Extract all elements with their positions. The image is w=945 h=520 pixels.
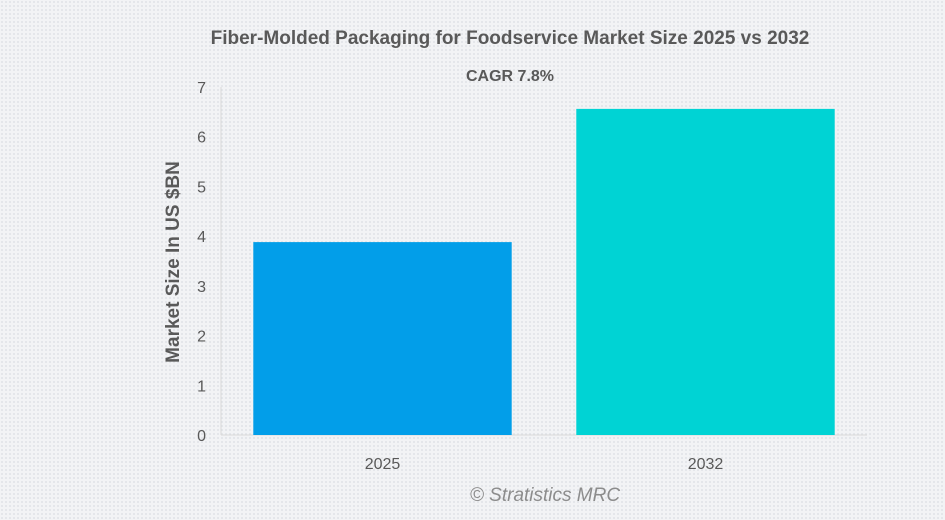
chart-subtitle: CAGR 7.8%	[466, 68, 554, 85]
x-axis-ticks: 2025 2032	[365, 456, 724, 473]
y-tick-label: 2	[197, 329, 206, 346]
y-tick-label: 6	[197, 130, 206, 147]
bar-2032	[576, 108, 835, 436]
y-axis-ticks: 0 1 2 3 4 5 6 7	[197, 80, 206, 445]
y-tick-label: 0	[197, 428, 206, 445]
chart-title: Fiber-Molded Packaging for Foodservice M…	[211, 28, 810, 49]
credit-text: © Stratistics MRC	[470, 485, 620, 506]
y-tick-label: 4	[197, 229, 206, 246]
y-tick-label: 3	[197, 279, 206, 296]
y-tick-label: 1	[197, 378, 206, 395]
x-tick-label: 2025	[365, 456, 401, 473]
y-tick-label: 5	[197, 179, 206, 196]
bars	[253, 108, 835, 436]
bar-2025	[253, 242, 512, 435]
y-tick-label: 7	[197, 80, 206, 97]
x-tick-label: 2032	[688, 456, 724, 473]
y-axis-label: Market Size In US $BN	[163, 161, 184, 363]
